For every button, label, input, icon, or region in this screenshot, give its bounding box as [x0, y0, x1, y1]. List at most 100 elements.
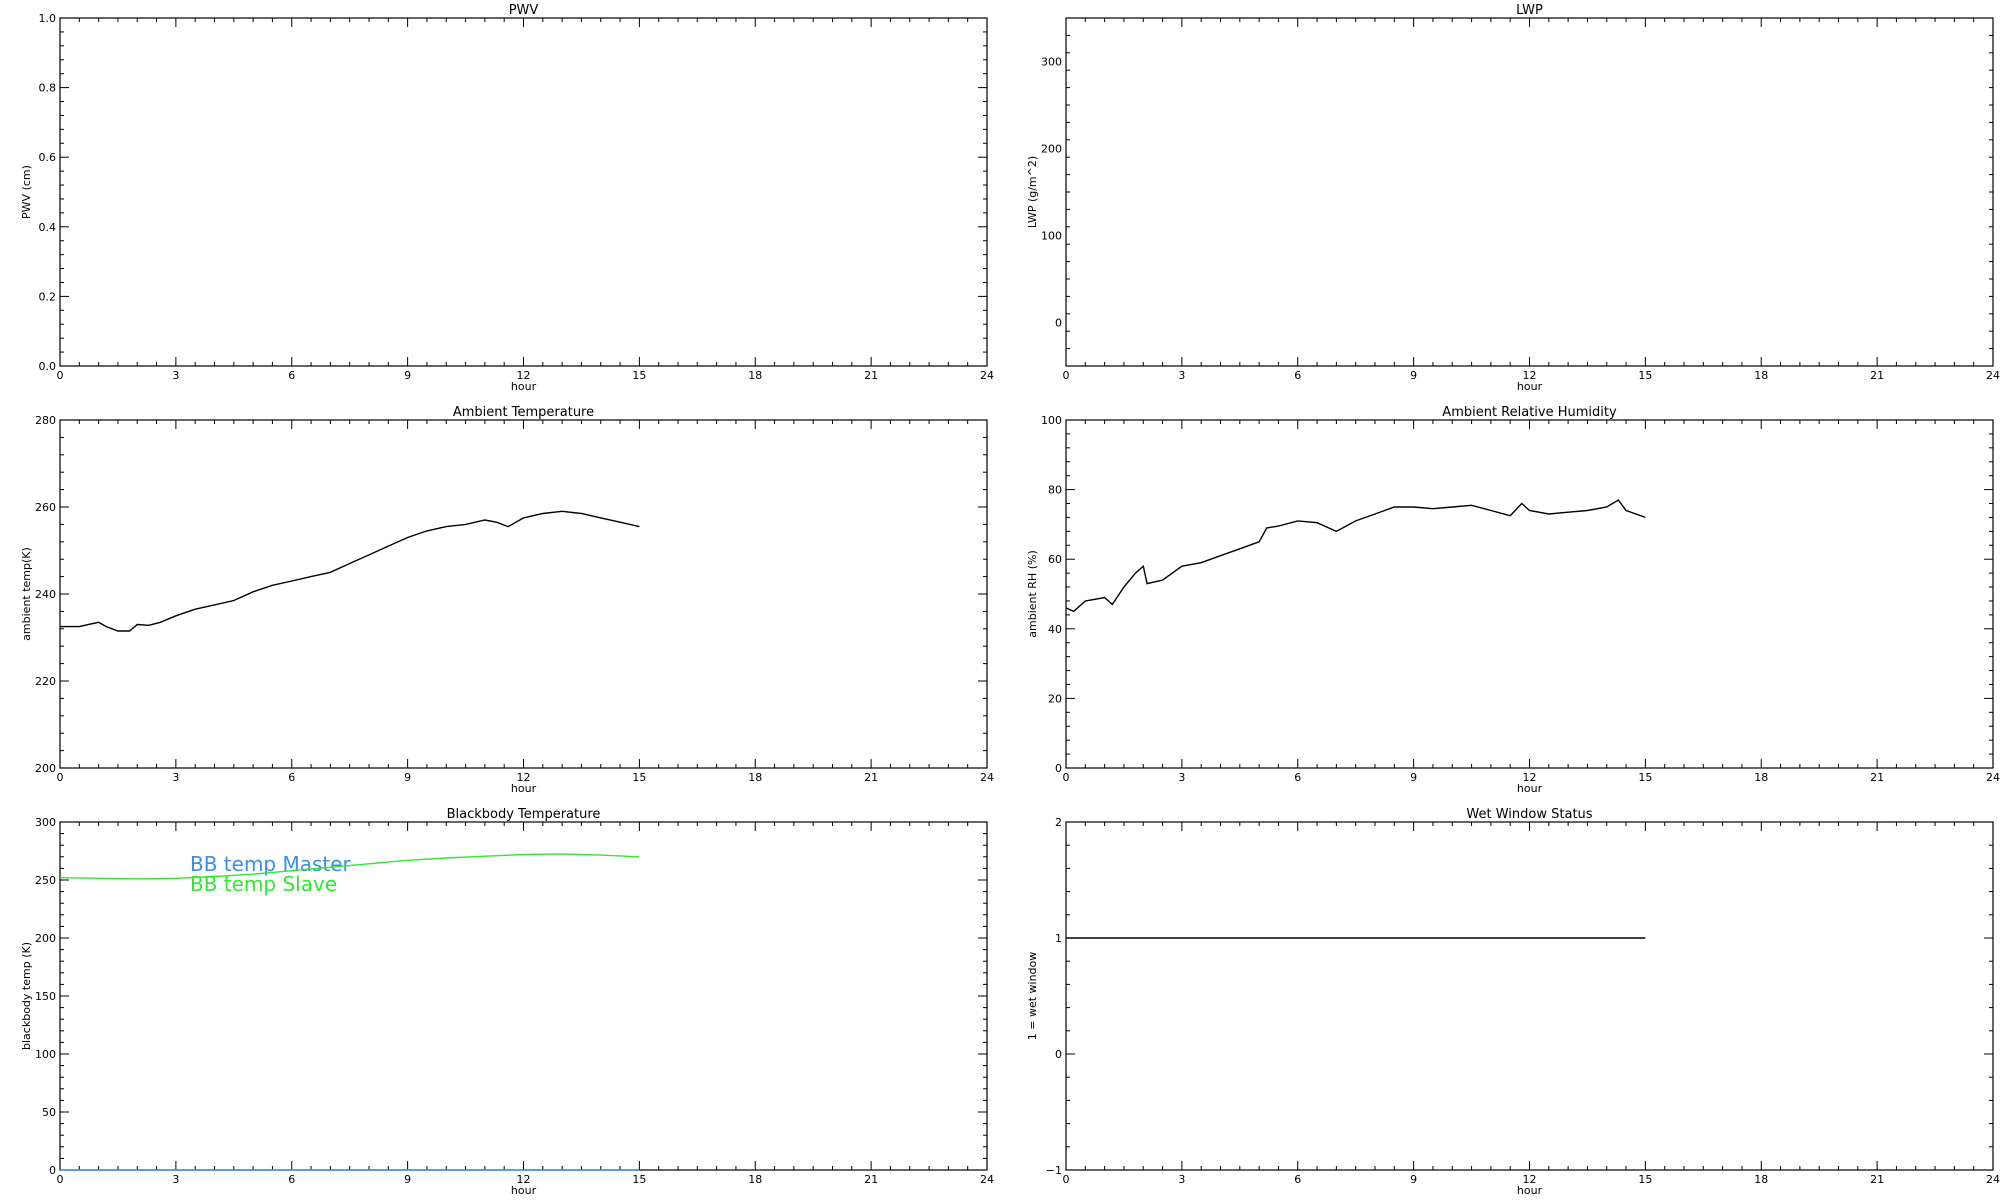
x-tick-label: 24	[1986, 1173, 2000, 1186]
x-tick-label: 0	[57, 369, 64, 382]
y-tick-label: 0.8	[39, 82, 57, 95]
y-tick-label: 1	[1055, 932, 1062, 945]
y-axis-label: ambient RH (%)	[1026, 550, 1039, 638]
y-tick-label: 40	[1048, 623, 1062, 636]
x-tick-label: 21	[864, 1173, 878, 1186]
x-tick-label: 3	[172, 1173, 179, 1186]
x-tick-label: 12	[1523, 771, 1537, 784]
plot-frame	[1065, 419, 1994, 769]
chart-panel: Ambient Temperature 0 3 6 9 12 15 18 21 24 hour 200…	[20, 405, 994, 795]
x-tick-label: 24	[980, 369, 994, 382]
y-tick-label: 240	[35, 588, 56, 601]
y-tick-label: 300	[35, 816, 56, 829]
y-tick-label: 20	[1048, 692, 1062, 705]
x-axis-label: hour	[1517, 1184, 1543, 1197]
x-tick-label: 9	[404, 1173, 411, 1186]
y-axis-label: blackbody temp (K)	[20, 942, 33, 1050]
x-tick-label: 18	[1754, 1173, 1768, 1186]
plot-frame	[59, 419, 988, 769]
x-tick-label: 3	[1178, 771, 1185, 784]
x-tick-label: 21	[864, 369, 878, 382]
y-tick-label: 2	[1055, 816, 1062, 829]
plot-frame	[59, 17, 988, 367]
x-tick-label: 15	[1638, 369, 1652, 382]
x-tick-label: 6	[288, 1173, 295, 1186]
x-tick-label: 24	[980, 771, 994, 784]
y-tick-label: 260	[35, 501, 56, 514]
x-tick-label: 6	[288, 369, 295, 382]
y-tick-label: 1.0	[39, 12, 57, 25]
series-line	[60, 510, 640, 632]
y-tick-label: 250	[35, 874, 56, 887]
plot-frame	[1065, 821, 1994, 1171]
y-axis-label: LWP (g/m^2)	[1026, 156, 1039, 228]
x-tick-label: 0	[57, 771, 64, 784]
x-tick-label: 18	[1754, 771, 1768, 784]
y-tick-label: 200	[1041, 143, 1062, 156]
y-tick-label: 50	[42, 1106, 56, 1119]
chart-panel: Ambient Relative Humidity 0 3 6 9 12 15 18 21 24 h…	[1026, 405, 2000, 795]
y-tick-label: 300	[1041, 56, 1062, 69]
x-tick-label: 21	[864, 771, 878, 784]
legend-entry: BB temp Slave	[190, 872, 337, 896]
x-tick-label: 15	[632, 369, 646, 382]
chart-title: PWV	[509, 3, 539, 18]
x-tick-label: 0	[1063, 369, 1070, 382]
chart-panel: LWP 0 3 6 9 12 15 18 21 24 hour 0 100 200 300 LWP (g/m^…	[1026, 3, 2000, 393]
x-tick-label: 18	[748, 771, 762, 784]
y-tick-label: 80	[1048, 484, 1062, 497]
x-tick-label: 9	[404, 369, 411, 382]
x-tick-label: 3	[1178, 1173, 1185, 1186]
x-tick-label: 18	[1754, 369, 1768, 382]
y-tick-label: 0	[49, 1164, 56, 1177]
series-line	[59, 853, 640, 880]
x-tick-label: 24	[1986, 369, 2000, 382]
chart-title: Ambient Temperature	[453, 405, 594, 420]
chart-panel: PWV 0 3 6 9 12 15 18 21 24 hour 0.0 0.2 0.4 0.6 0.8 1.0 P…	[20, 3, 994, 393]
y-tick-label: 200	[35, 762, 56, 775]
y-tick-label: 200	[35, 932, 56, 945]
x-tick-label: 3	[172, 771, 179, 784]
x-tick-label: 3	[172, 369, 179, 382]
x-tick-label: 9	[1410, 1173, 1417, 1186]
y-axis-label: 1 = wet window	[1026, 952, 1039, 1041]
x-tick-label: 6	[1294, 1173, 1301, 1186]
chart-title: Blackbody Temperature	[447, 807, 601, 822]
y-axis-label: PWV (cm)	[20, 165, 33, 219]
y-tick-label: 220	[35, 675, 56, 688]
x-tick-label: 15	[1638, 771, 1652, 784]
y-tick-label: 60	[1048, 553, 1062, 566]
x-axis-label: hour	[1517, 380, 1543, 393]
x-tick-label: 0	[57, 1173, 64, 1186]
y-tick-label: 0.4	[39, 221, 57, 234]
plot-frame	[1065, 17, 1994, 367]
x-tick-label: 21	[1870, 1173, 1884, 1186]
chart-title: Ambient Relative Humidity	[1442, 405, 1617, 420]
y-tick-label: −1	[1046, 1164, 1062, 1177]
x-tick-label: 24	[980, 1173, 994, 1186]
x-tick-label: 21	[1870, 771, 1884, 784]
x-tick-label: 9	[1410, 771, 1417, 784]
y-tick-label: 0	[1055, 1048, 1062, 1061]
y-axis-label: ambient temp(K)	[20, 547, 33, 641]
x-tick-label: 18	[748, 369, 762, 382]
x-tick-label: 15	[632, 771, 646, 784]
chart-title: LWP	[1516, 3, 1543, 18]
chart-panel: Blackbody Temperature 0 3 6 9 12 15 18 21 24 hour 0…	[20, 807, 994, 1197]
x-axis-label: hour	[511, 1184, 537, 1197]
x-tick-label: 12	[517, 1173, 531, 1186]
y-tick-label: 0.2	[39, 290, 57, 303]
y-tick-label: 150	[35, 990, 56, 1003]
y-tick-label: 0	[1055, 762, 1062, 775]
y-tick-label: 280	[35, 414, 56, 427]
x-tick-label: 12	[1523, 1173, 1537, 1186]
x-tick-label: 21	[1870, 369, 1884, 382]
y-tick-label: 0	[1055, 317, 1062, 330]
x-tick-label: 12	[517, 771, 531, 784]
y-tick-label: 100	[35, 1048, 56, 1061]
x-tick-label: 0	[1063, 1173, 1070, 1186]
x-tick-label: 3	[1178, 369, 1185, 382]
x-tick-label: 15	[632, 1173, 646, 1186]
